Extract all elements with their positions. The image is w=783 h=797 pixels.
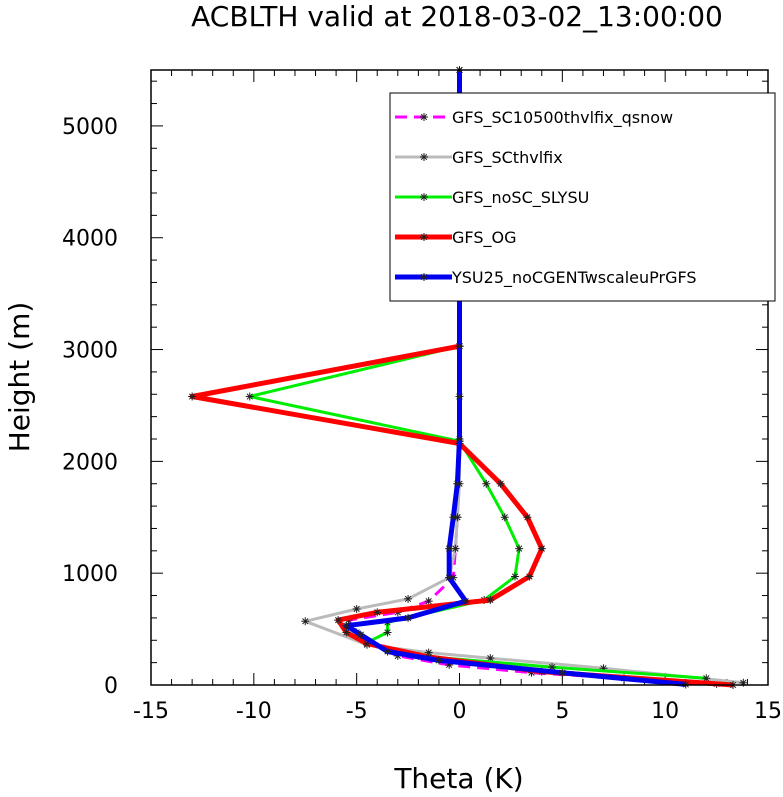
data-point-marker [383,647,392,656]
data-point-marker [558,668,567,677]
data-point-marker [373,608,382,617]
data-point-marker [500,513,509,522]
legend-label: GFS_SC10500thvlfix_qsnow [452,108,673,128]
y-tick-label: 0 [104,674,118,699]
legend-label: GFS_noSC_SLYSU [452,188,589,208]
data-point-marker [455,342,464,351]
y-tick-label: 5000 [62,115,118,140]
x-tick-label: -10 [236,699,272,724]
data-point-marker [548,663,557,672]
data-point-marker [486,596,495,605]
data-point-marker [445,544,454,553]
data-point-marker [334,616,343,625]
data-point-marker [511,572,520,581]
data-point-marker [424,597,433,606]
data-point-marker [451,544,460,553]
data-point-marker [188,392,197,401]
x-axis-title: Theta (K) [393,762,523,795]
data-point-marker [449,573,458,582]
data-point-marker [599,664,608,673]
axis-ticks: -15 -10 -5 0 5 10 15 0 1000 2000 3000 4000 5000 [62,70,782,724]
data-point-marker [739,678,748,687]
data-point-marker [537,544,546,553]
legend: GFS_SC10500thvlfix_qsnow GFS_SCthvlfix GFS… [389,92,776,302]
data-point-marker [356,630,365,639]
legend-label: YSU25_noCGENTwscaleuPrGFS [451,268,697,288]
data-point-marker [453,479,462,488]
data-point-marker [420,113,428,121]
data-point-marker [404,613,413,622]
legend-box [389,92,776,302]
data-point-marker [434,656,443,665]
data-point-marker [482,479,491,488]
x-tick-label: 10 [651,699,679,724]
data-point-marker [245,392,254,401]
data-point-marker [420,273,428,281]
data-point-marker [362,639,371,648]
data-point-marker [525,572,534,581]
data-point-marker [420,233,428,241]
legend-label: GFS_OG [452,228,516,248]
chart-title: ACBLTH valid at 2018-03-02_13:00:00 [191,0,723,33]
data-point-marker [420,193,428,201]
y-axis-title: Height (m) [3,302,36,453]
data-point-marker [449,513,458,522]
data-point-marker [342,621,351,630]
plot-frame [150,69,769,686]
x-tick-label: 15 [754,699,782,724]
data-point-marker [455,435,464,443]
data-point-marker [453,513,462,522]
data-point-marker [455,392,464,401]
legend-label: GFS_SCthvlfix [452,148,563,168]
data-point-marker [424,648,433,657]
y-tick-label: 4000 [62,227,118,252]
x-tick-label: 0 [453,699,467,724]
data-point-marker [523,513,532,522]
data-point-marker [352,604,361,613]
data-point-marker [496,479,505,488]
data-point-marker [486,654,495,663]
x-tick-label: 5 [555,699,569,724]
data-point-marker [445,660,454,669]
y-tick-label: 2000 [62,450,118,475]
data-point-marker [342,628,351,637]
data-point-marker [393,651,402,660]
data-point-marker [383,628,392,637]
data-point-marker [420,153,428,161]
data-point-marker [515,544,524,553]
y-tick-label: 1000 [62,562,118,587]
x-tick-label: -15 [133,699,169,724]
data-point-marker [702,674,711,683]
data-point-marker [445,573,454,582]
y-tick-label: 3000 [62,339,118,364]
data-point-marker [461,597,470,606]
data-point-marker [404,594,413,603]
x-tick-label: -5 [346,699,368,724]
data-point-marker [301,617,310,626]
